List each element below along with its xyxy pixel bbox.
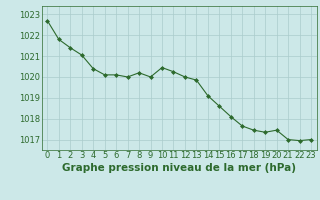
X-axis label: Graphe pression niveau de la mer (hPa): Graphe pression niveau de la mer (hPa): [62, 163, 296, 173]
